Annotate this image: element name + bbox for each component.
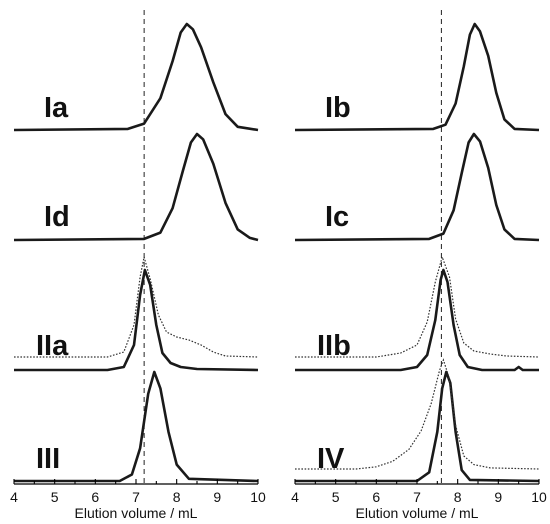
sample-label-ib: Ib — [325, 92, 351, 124]
x-tick-label-7: 7 — [132, 489, 140, 505]
trace-iia-solid — [14, 268, 259, 372]
sample-label-ic: Ic — [325, 201, 349, 233]
x-tick-label-10: 10 — [531, 489, 547, 505]
x-tick-label-9: 9 — [494, 489, 502, 505]
x-axis-title-0: Elution volume / mL — [75, 505, 198, 521]
sample-label-iv: IV — [317, 443, 345, 475]
x-tick-label-5: 5 — [51, 489, 59, 505]
x-tick-label-4: 4 — [291, 489, 299, 505]
sample-label-iib: IIb — [317, 330, 351, 362]
x-tick-label-9: 9 — [213, 489, 221, 505]
trace-iv-solid — [295, 370, 540, 483]
trace-iib-dotted — [295, 255, 540, 358]
x-tick-label-6: 6 — [372, 489, 380, 505]
x-tick-label-10: 10 — [250, 489, 266, 505]
x-tick-label-7: 7 — [413, 489, 421, 505]
sample-label-id: Id — [44, 201, 70, 233]
trace-iib-solid — [295, 268, 539, 372]
trace-iii-solid — [14, 370, 259, 483]
x-tick-label-8: 8 — [454, 489, 462, 505]
x-axis-title-1: Elution volume / mL — [356, 505, 479, 521]
trace-ia-solid — [13, 22, 259, 132]
trace-iv-dotted — [295, 358, 540, 470]
x-tick-label-6: 6 — [91, 489, 99, 505]
x-tick-label-8: 8 — [173, 489, 181, 505]
x-tick-label-5: 5 — [332, 489, 340, 505]
trace-ic-solid — [294, 132, 540, 242]
trace-ib-solid — [294, 22, 540, 132]
trace-id-solid — [13, 132, 259, 242]
trace-iia-dotted — [14, 256, 259, 358]
sample-label-iii: III — [36, 443, 60, 475]
x-tick-label-4: 4 — [10, 489, 18, 505]
sample-label-iia: IIa — [36, 330, 69, 362]
sample-label-ia: Ia — [44, 92, 69, 124]
